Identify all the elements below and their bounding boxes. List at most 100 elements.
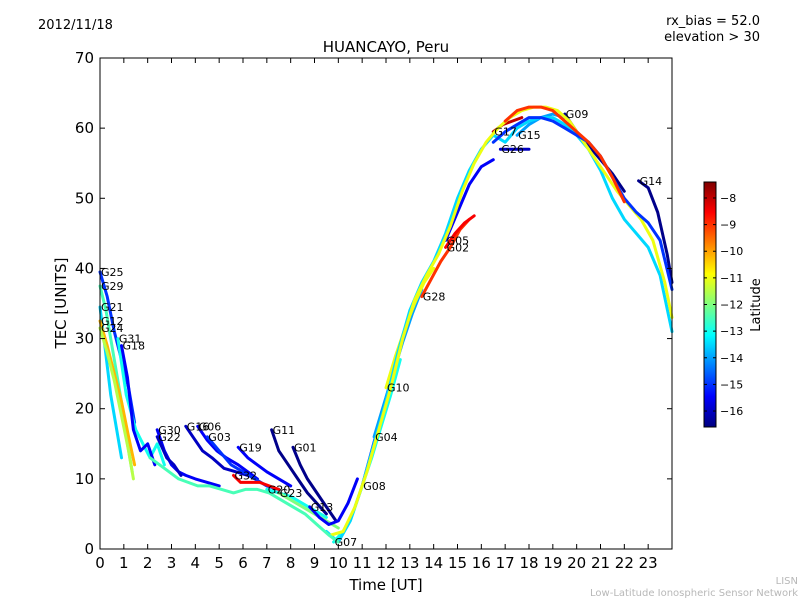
cb-tick-label: −8 bbox=[720, 192, 736, 205]
series-label-g22: G22 bbox=[158, 431, 181, 444]
series-label-g18: G18 bbox=[123, 340, 146, 353]
series-label-g14: G14 bbox=[640, 175, 663, 188]
series-label-g02: G02 bbox=[447, 241, 470, 254]
series-line-g20 bbox=[265, 487, 328, 519]
series-line-g31 bbox=[116, 337, 166, 467]
x-tick-label-13: 13 bbox=[400, 554, 419, 572]
series-line-g14 bbox=[637, 179, 674, 284]
cb-tick-label: −15 bbox=[720, 378, 743, 391]
series-line-g24 bbox=[98, 326, 135, 481]
series-label-g12: G12 bbox=[101, 315, 124, 328]
series-label-g06: G06 bbox=[199, 420, 222, 433]
x-tick-label-21: 21 bbox=[591, 554, 610, 572]
series-label-g32: G32 bbox=[235, 469, 258, 482]
cb-tick-label: −14 bbox=[720, 352, 743, 365]
y-tick-label-60: 60 bbox=[75, 119, 94, 137]
elevation-label: elevation > 30 bbox=[664, 30, 760, 45]
series-label-g08: G08 bbox=[363, 480, 386, 493]
cb-tick-label: −13 bbox=[720, 325, 743, 338]
x-tick-label-20: 20 bbox=[567, 554, 586, 572]
series-line-g02 bbox=[444, 214, 476, 249]
y-tick-label-70: 70 bbox=[75, 49, 94, 67]
x-tick-label-4: 4 bbox=[191, 554, 201, 572]
series-label-g15: G15 bbox=[518, 129, 541, 142]
series-line-g22 bbox=[155, 435, 183, 477]
series-label-g07: G07 bbox=[335, 536, 358, 549]
series-label-g03: G03 bbox=[208, 431, 231, 444]
chart-title: HUANCAYO, Peru bbox=[323, 38, 449, 56]
credit-lisn: LISN bbox=[775, 576, 798, 587]
x-tick-label-12: 12 bbox=[376, 554, 395, 572]
x-tick-label-5: 5 bbox=[214, 554, 224, 572]
x-tick-label-16: 16 bbox=[472, 554, 491, 572]
series-label-g09: G09 bbox=[566, 108, 589, 121]
series-label-g29: G29 bbox=[101, 280, 124, 293]
series-label-g13: G13 bbox=[311, 501, 334, 514]
y-tick-label-30: 30 bbox=[75, 330, 94, 348]
credit-network: Low-Latitude Ionospheric Sensor Network bbox=[590, 588, 798, 599]
series-line-g32 bbox=[232, 473, 281, 491]
axis-ticks: 0 1 2 3 4 5 6 7 8 9 10 11 12 13 14 15 16 17 18 19 20 21 22 2301… bbox=[75, 49, 672, 572]
x-axis-label: Time [UT] bbox=[348, 576, 422, 594]
series-label-g26: G26 bbox=[501, 143, 524, 156]
cb-tick-label: −9 bbox=[720, 219, 736, 232]
series-label-g21: G21 bbox=[101, 301, 124, 314]
series-line-g23 bbox=[277, 491, 340, 530]
cb-tick-label: −12 bbox=[720, 299, 743, 312]
series-line-g12 bbox=[98, 319, 137, 467]
x-tick-label-17: 17 bbox=[496, 554, 515, 572]
x-tick-label-2: 2 bbox=[143, 554, 153, 572]
x-tick-label-22: 22 bbox=[615, 554, 634, 572]
series-label-g23: G23 bbox=[280, 487, 303, 500]
series-label-g11: G11 bbox=[273, 424, 296, 437]
x-tick-label-6: 6 bbox=[238, 554, 248, 572]
series-label-g31: G31 bbox=[119, 333, 142, 346]
date-label: 2012/11/18 bbox=[38, 18, 113, 33]
y-tick-label-10: 10 bbox=[75, 470, 94, 488]
series-label-g30: G30 bbox=[158, 424, 181, 437]
series-line-trk4 bbox=[503, 105, 626, 204]
series-label-g05: G05 bbox=[447, 234, 470, 247]
series-label-g25: G25 bbox=[101, 266, 124, 279]
x-tick-label-19: 19 bbox=[543, 554, 562, 572]
x-tick-label-3: 3 bbox=[167, 554, 177, 572]
x-tick-label-23: 23 bbox=[639, 554, 658, 572]
series-label-g01: G01 bbox=[294, 441, 317, 454]
series-line-trk1 bbox=[324, 116, 674, 544]
x-tick-label-15: 15 bbox=[448, 554, 467, 572]
series-line-g05 bbox=[444, 158, 495, 242]
x-tick-label-0: 0 bbox=[95, 554, 105, 572]
colorbar-label: Latitude bbox=[749, 278, 764, 332]
x-tick-label-18: 18 bbox=[519, 554, 538, 572]
plot-tracks bbox=[98, 105, 674, 544]
series-line-trk5 bbox=[148, 456, 340, 544]
x-tick-label-7: 7 bbox=[262, 554, 272, 572]
series-line-g18 bbox=[120, 344, 157, 467]
y-tick-label-20: 20 bbox=[75, 400, 94, 418]
series-line-g19 bbox=[236, 445, 293, 488]
cb-tick-label: −10 bbox=[720, 245, 743, 258]
rx-bias-label: rx_bias = 52.0 bbox=[666, 14, 760, 29]
series-line-g01 bbox=[291, 445, 338, 523]
colorbar-ticks: −8 −9 −10 −11 −12 −13 −14 −15 −16 bbox=[704, 192, 743, 418]
y-tick-label-0: 0 bbox=[84, 540, 94, 558]
series-label-g04: G04 bbox=[375, 431, 398, 444]
y-axis-label: TEC [UNITS] bbox=[52, 258, 70, 350]
series-line-g11 bbox=[270, 428, 328, 516]
y-tick-label-50: 50 bbox=[75, 189, 94, 207]
series-label-g19: G19 bbox=[239, 441, 262, 454]
x-tick-label-8: 8 bbox=[286, 554, 296, 572]
cb-tick-label: −11 bbox=[720, 272, 743, 285]
series-label-g28: G28 bbox=[423, 291, 446, 304]
series-label-g24: G24 bbox=[101, 322, 124, 335]
series-label-g16: G16 bbox=[187, 420, 210, 433]
x-tick-label-1: 1 bbox=[119, 554, 129, 572]
series-line-g13 bbox=[308, 477, 359, 526]
series-label-g10: G10 bbox=[387, 382, 410, 395]
x-tick-label-10: 10 bbox=[329, 554, 348, 572]
cb-tick-label: −16 bbox=[720, 405, 743, 418]
x-tick-label-14: 14 bbox=[424, 554, 443, 572]
y-tick-label-40: 40 bbox=[75, 259, 94, 277]
